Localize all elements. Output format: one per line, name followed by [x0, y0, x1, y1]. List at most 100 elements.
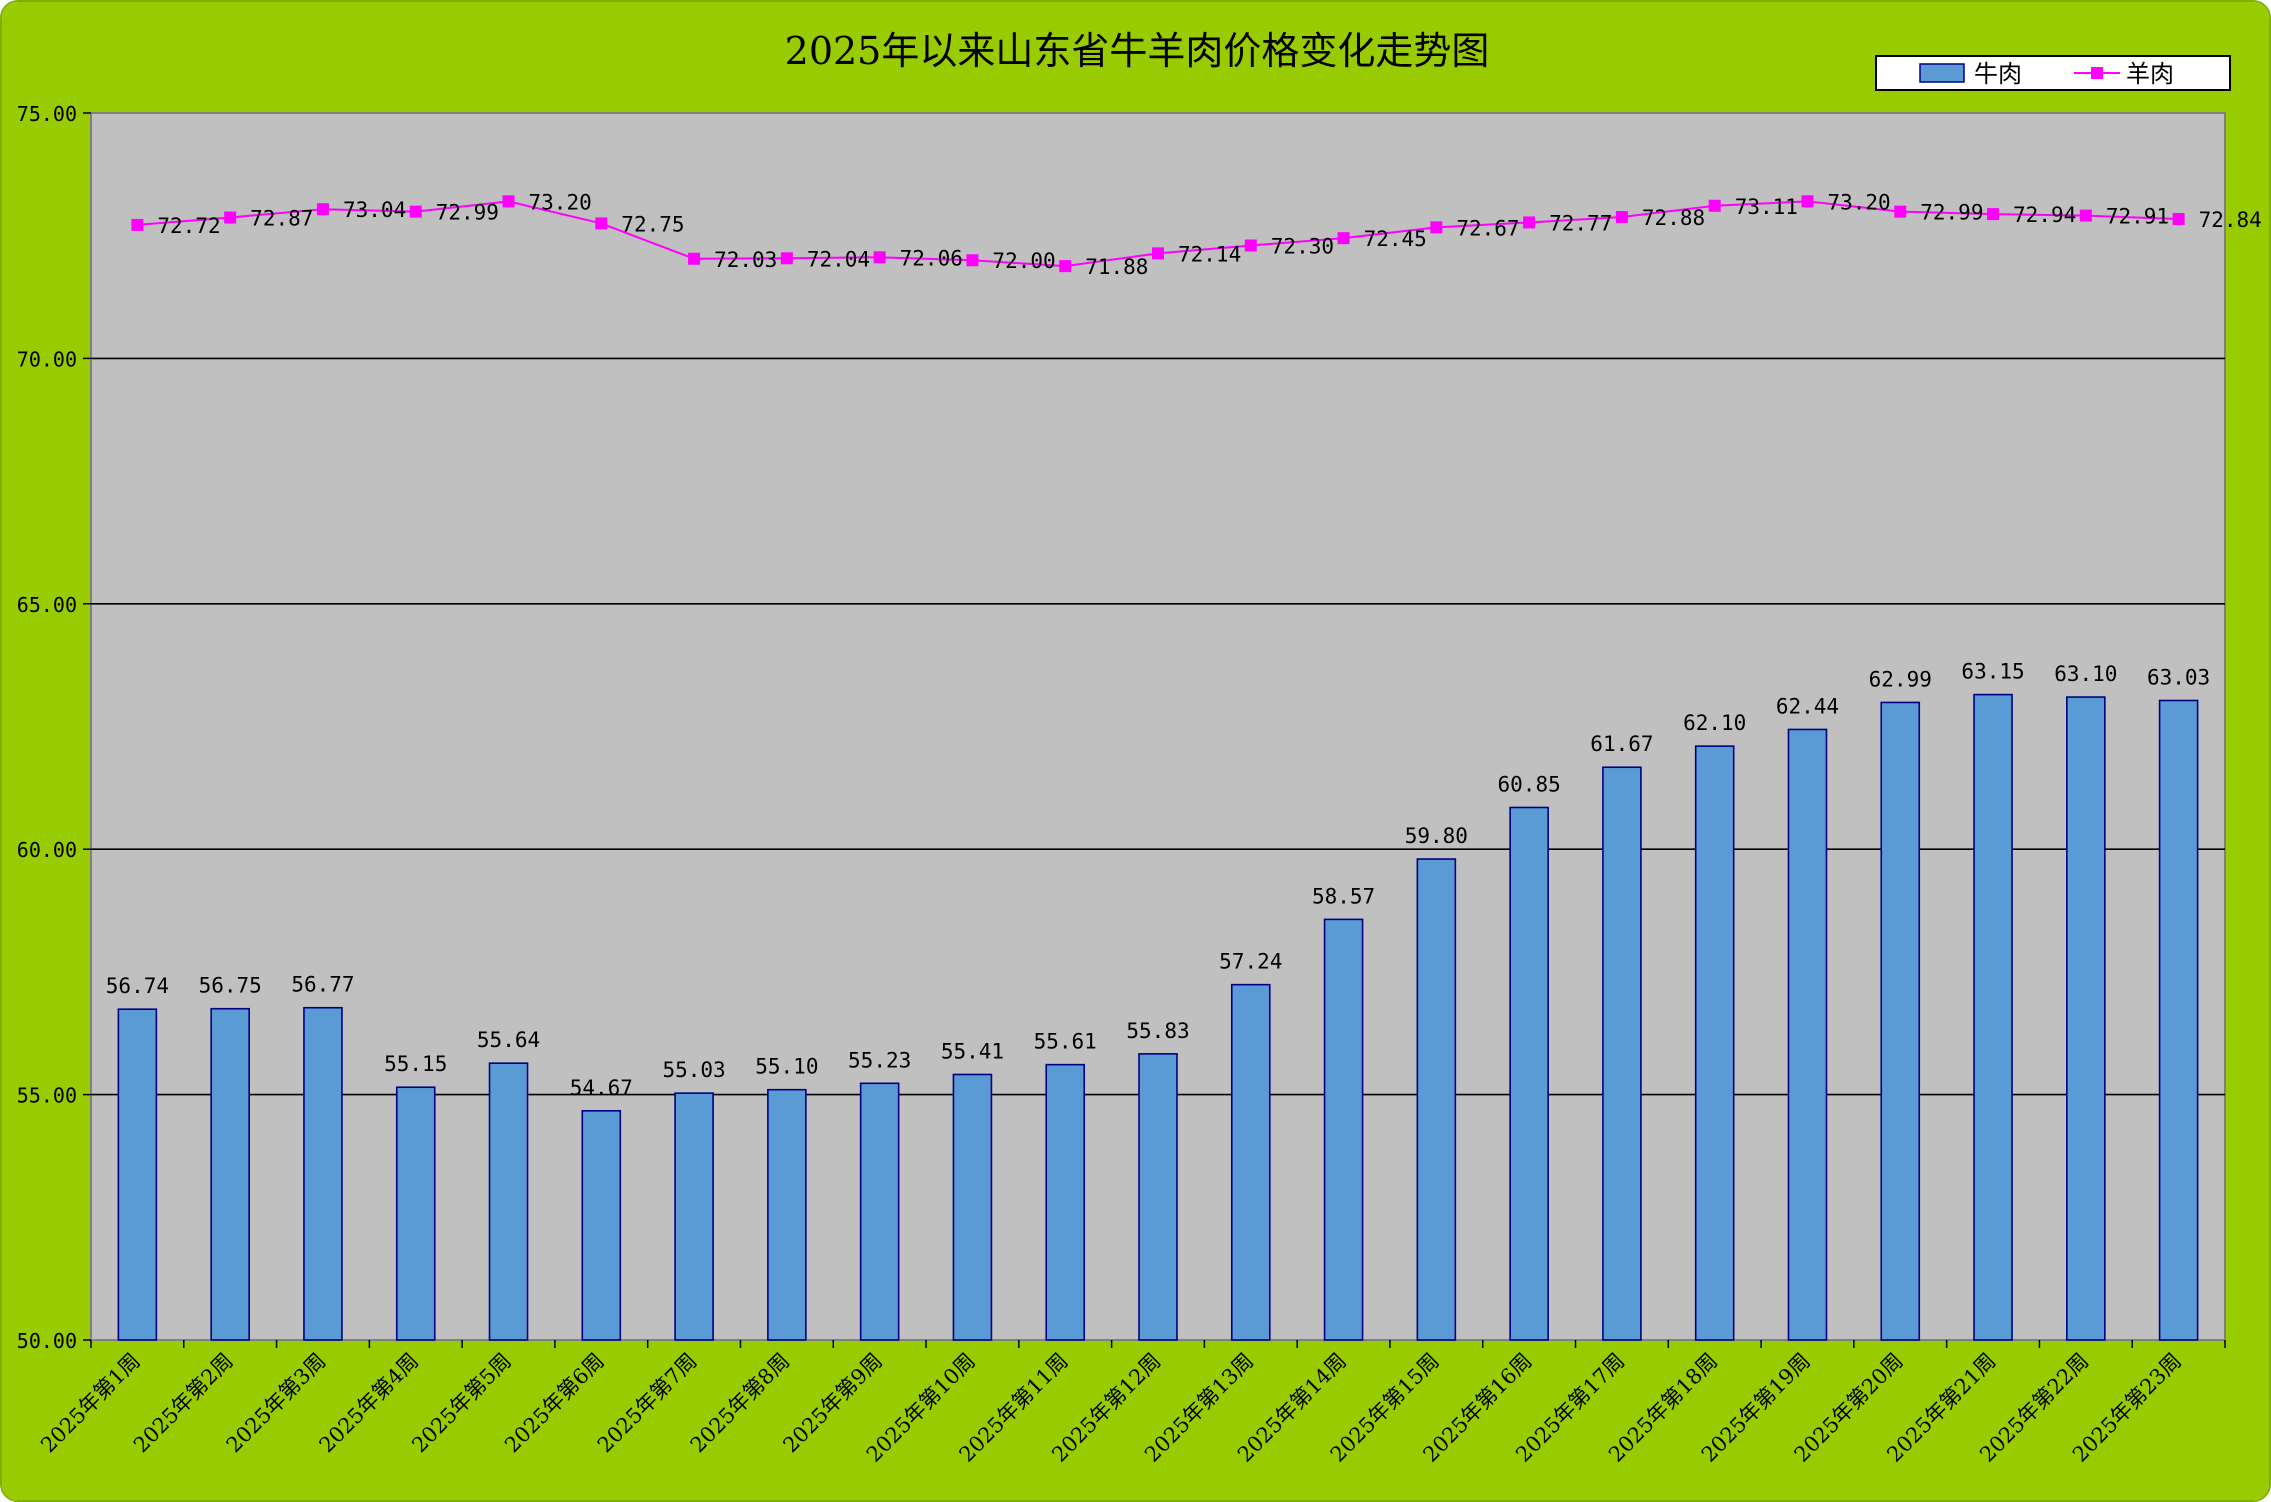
mutton-point	[1152, 247, 1164, 260]
y-tick-label: 65.00	[17, 593, 77, 617]
beef-bar	[210, 1007, 250, 1341]
beef-bar	[859, 1082, 900, 1341]
mutton-data-label: 72.94	[2013, 203, 2076, 227]
beef-bar	[117, 1008, 158, 1341]
beef-bar	[395, 1086, 436, 1341]
mutton-data-label: 72.72	[157, 214, 220, 238]
mutton-point	[131, 218, 144, 231]
beef-bar	[2066, 696, 2106, 1341]
beef-data-label: 63.03	[2147, 665, 2210, 689]
y-axis-tick-labels: 50.00 55.00 60.00 65.00 70.00 75.00	[17, 102, 77, 1353]
y-tick-label: 55.00	[17, 1084, 77, 1108]
mutton-point	[1708, 199, 1721, 212]
beef-data-label: 56.75	[199, 974, 262, 998]
mutton-data-label: 73.11	[1735, 195, 1798, 219]
mutton-data-labels: 72.72 72.87 73.04 72.99 73.20 72.75 72.03 72.04…	[157, 190, 2261, 279]
beef-bar	[1694, 745, 1735, 1341]
mutton-point	[873, 251, 886, 264]
beef-data-label: 60.85	[1498, 772, 1561, 796]
mutton-data-label: 72.14	[1178, 242, 1241, 266]
beef-data-label: 56.74	[106, 974, 169, 998]
mutton-point	[409, 205, 422, 218]
beef-bar	[1880, 701, 1921, 1341]
mutton-point	[1615, 211, 1628, 224]
mutton-point	[1337, 232, 1350, 245]
beef-bar	[2158, 699, 2199, 1341]
beef-bar	[767, 1088, 807, 1341]
legend-beef-label: 牛肉	[1974, 60, 2022, 88]
mutton-point	[1801, 195, 1814, 208]
mutton-data-label: 73.20	[529, 190, 592, 214]
mutton-data-label: 72.75	[621, 212, 684, 236]
beef-data-label: 55.83	[1126, 1019, 1189, 1043]
mutton-point	[780, 252, 793, 265]
beef-data-label: 55.23	[848, 1048, 911, 1072]
beef-bar	[952, 1073, 993, 1341]
mutton-data-label: 72.84	[2199, 208, 2262, 232]
mutton-line	[131, 195, 2185, 273]
beef-data-label: 63.15	[1961, 660, 2024, 684]
beef-bar	[674, 1092, 714, 1341]
y-tick-label: 60.00	[17, 838, 77, 862]
legend-beef-swatch	[1919, 63, 1965, 83]
chart-title: 2025年以来山东省牛羊肉价格变化走势图	[785, 29, 1490, 73]
beef-data-label: 55.03	[662, 1058, 725, 1082]
mutton-data-label: 72.99	[436, 201, 499, 225]
beef-bar	[488, 1062, 529, 1341]
y-tick-label: 75.00	[17, 102, 77, 126]
beef-data-label: 55.41	[941, 1039, 1004, 1063]
mutton-point	[316, 203, 329, 216]
mutton-point	[224, 211, 237, 224]
mutton-data-label: 73.04	[343, 198, 406, 222]
legend-box	[1875, 55, 2231, 91]
beef-data-labels: 56.74 56.75 56.77 55.15 55.64 54.67 55.03 55.10…	[106, 660, 2210, 1100]
beef-data-label: 59.80	[1405, 824, 1468, 848]
beef-data-label: 55.61	[1034, 1030, 1097, 1054]
mutton-point	[1430, 221, 1443, 234]
y-tick-label: 50.00	[17, 1329, 77, 1353]
beef-data-label: 62.44	[1776, 694, 1839, 718]
beef-bar	[1787, 728, 1828, 1341]
legend-mutton-marker	[2091, 67, 2103, 79]
legend: 牛肉 羊肉	[1875, 55, 2231, 91]
beef-bar	[1416, 858, 1457, 1341]
mutton-data-label: 72.67	[1456, 216, 1519, 240]
mutton-point	[595, 217, 608, 230]
beef-data-label: 55.10	[755, 1055, 818, 1079]
mutton-data-label: 72.04	[807, 247, 870, 271]
beef-bar	[1323, 918, 1364, 1341]
beef-bar	[1973, 693, 2013, 1341]
mutton-point	[502, 195, 515, 208]
mutton-point	[1523, 216, 1536, 229]
mutton-point	[688, 252, 701, 265]
beef-data-label: 62.10	[1683, 711, 1746, 735]
mutton-data-label: 72.06	[900, 246, 963, 270]
beef-bar	[303, 1006, 343, 1341]
mutton-point	[1244, 239, 1257, 252]
beef-bars	[117, 693, 2199, 1341]
beef-bar	[1045, 1063, 1086, 1341]
beef-data-label: 57.24	[1219, 950, 1282, 974]
y-tick-label: 70.00	[17, 347, 77, 371]
mutton-data-label: 72.30	[1271, 235, 1334, 259]
mutton-data-label: 72.91	[2106, 205, 2169, 229]
mutton-point	[1987, 208, 2000, 221]
mutton-data-label: 71.88	[1085, 255, 1148, 279]
mutton-point	[2079, 209, 2092, 222]
mutton-data-label: 72.77	[1549, 211, 1612, 235]
beef-bar	[1230, 983, 1271, 1341]
beef-data-label: 63.10	[2054, 662, 2117, 686]
mutton-point	[1059, 260, 1072, 273]
beef-bar	[1509, 806, 1549, 1341]
beef-bar	[581, 1109, 622, 1341]
mutton-point	[2172, 213, 2185, 226]
mutton-data-label: 72.99	[1920, 201, 1983, 225]
mutton-data-label: 72.03	[714, 248, 777, 272]
beef-data-label: 58.57	[1312, 884, 1375, 908]
mutton-data-label: 72.88	[1642, 206, 1705, 230]
beef-data-label: 55.64	[477, 1028, 540, 1052]
mutton-data-label: 72.87	[250, 207, 313, 231]
beef-bar	[1138, 1053, 1178, 1341]
beef-data-label: 55.15	[384, 1052, 447, 1076]
